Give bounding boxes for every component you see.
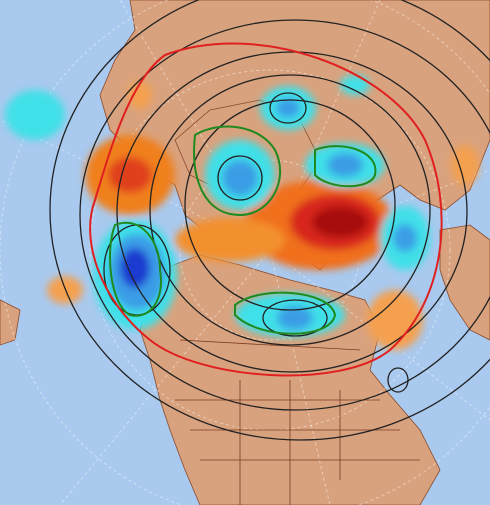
- contour: [262, 299, 328, 337]
- pos-anomaly: [222, 160, 258, 196]
- contour: [149, 74, 431, 346]
- contour: [79, 19, 490, 411]
- contour-green: [314, 145, 377, 188]
- contour-green: [193, 125, 281, 217]
- neg-anomaly: [175, 218, 285, 262]
- contour-green: [109, 221, 162, 317]
- contour-green: [234, 291, 337, 335]
- islands: [0, 299, 21, 346]
- pos-anomaly: [120, 248, 150, 288]
- pos-anomaly: [5, 90, 65, 140]
- contour-red: [89, 42, 443, 377]
- contour: [49, 0, 490, 441]
- height-contours: [49, 0, 490, 441]
- neg-anomaly: [367, 290, 423, 350]
- neg-anomaly: [108, 157, 152, 193]
- pos-anomaly: [277, 306, 313, 330]
- europe: [439, 224, 490, 341]
- pos-anomaly: [340, 75, 370, 95]
- pos-anomaly: [327, 153, 363, 177]
- borders: [175, 339, 420, 505]
- contour: [387, 367, 409, 393]
- contour: [217, 155, 263, 201]
- neg-anomaly: [128, 81, 152, 109]
- pos-anomaly: [393, 224, 417, 252]
- neg-anomaly: [312, 206, 368, 238]
- pos-anomaly: [276, 98, 300, 118]
- neg-anomaly: [451, 145, 479, 185]
- contour: [116, 51, 468, 373]
- contour: [184, 99, 396, 311]
- contour: [269, 92, 307, 124]
